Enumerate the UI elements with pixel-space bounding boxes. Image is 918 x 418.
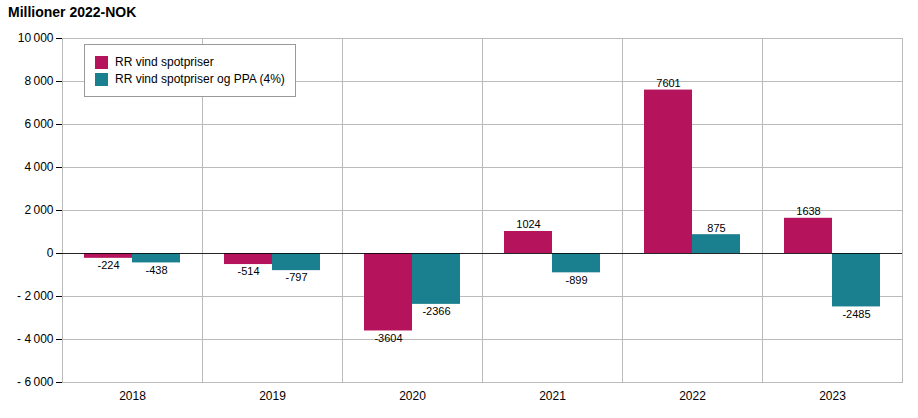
svg-text:-899: -899: [565, 274, 587, 286]
svg-text:-514: -514: [237, 265, 259, 277]
svg-text:10 000: 10 000: [18, 31, 54, 45]
svg-text:-797: -797: [285, 271, 307, 283]
svg-text:2021: 2021: [539, 389, 566, 403]
svg-text:-438: -438: [145, 264, 167, 276]
svg-text:6 000: 6 000: [24, 117, 53, 131]
svg-text:1638: 1638: [796, 205, 820, 217]
html-text:RR vind spotpriser: RR vind spotpriser: [115, 55, 214, 69]
svg-text:2020: 2020: [399, 389, 426, 403]
svg-text:-2366: -2366: [422, 305, 450, 317]
svg-text:2018: 2018: [119, 389, 146, 403]
svg-text:-3604: -3604: [374, 332, 402, 344]
svg-text:875: 875: [707, 222, 725, 234]
svg-text:-224: -224: [97, 259, 119, 271]
svg-text:2019: 2019: [259, 389, 286, 403]
svg-text:- 4 000: - 4 000: [17, 332, 54, 346]
svg-text:- 6 000: - 6 000: [17, 375, 54, 389]
svg-text:2023: 2023: [819, 389, 846, 403]
svg-text:7601: 7601: [656, 77, 680, 89]
svg-text:2022: 2022: [679, 389, 706, 403]
svg-text:1024: 1024: [516, 218, 540, 230]
html-text:RR vind spotpriser og PPA (4%): RR vind spotpriser og PPA (4%): [115, 72, 285, 86]
svg-text:- 2 000: - 2 000: [17, 289, 54, 303]
svg-text:0: 0: [47, 246, 54, 260]
html-text:Millioner 2022-NOK: Millioner 2022-NOK: [8, 4, 137, 20]
svg-text:2 000: 2 000: [24, 203, 53, 217]
svg-text:-2485: -2485: [842, 308, 870, 320]
svg-text:8 000: 8 000: [24, 74, 53, 88]
svg-text:4 000: 4 000: [24, 160, 53, 174]
